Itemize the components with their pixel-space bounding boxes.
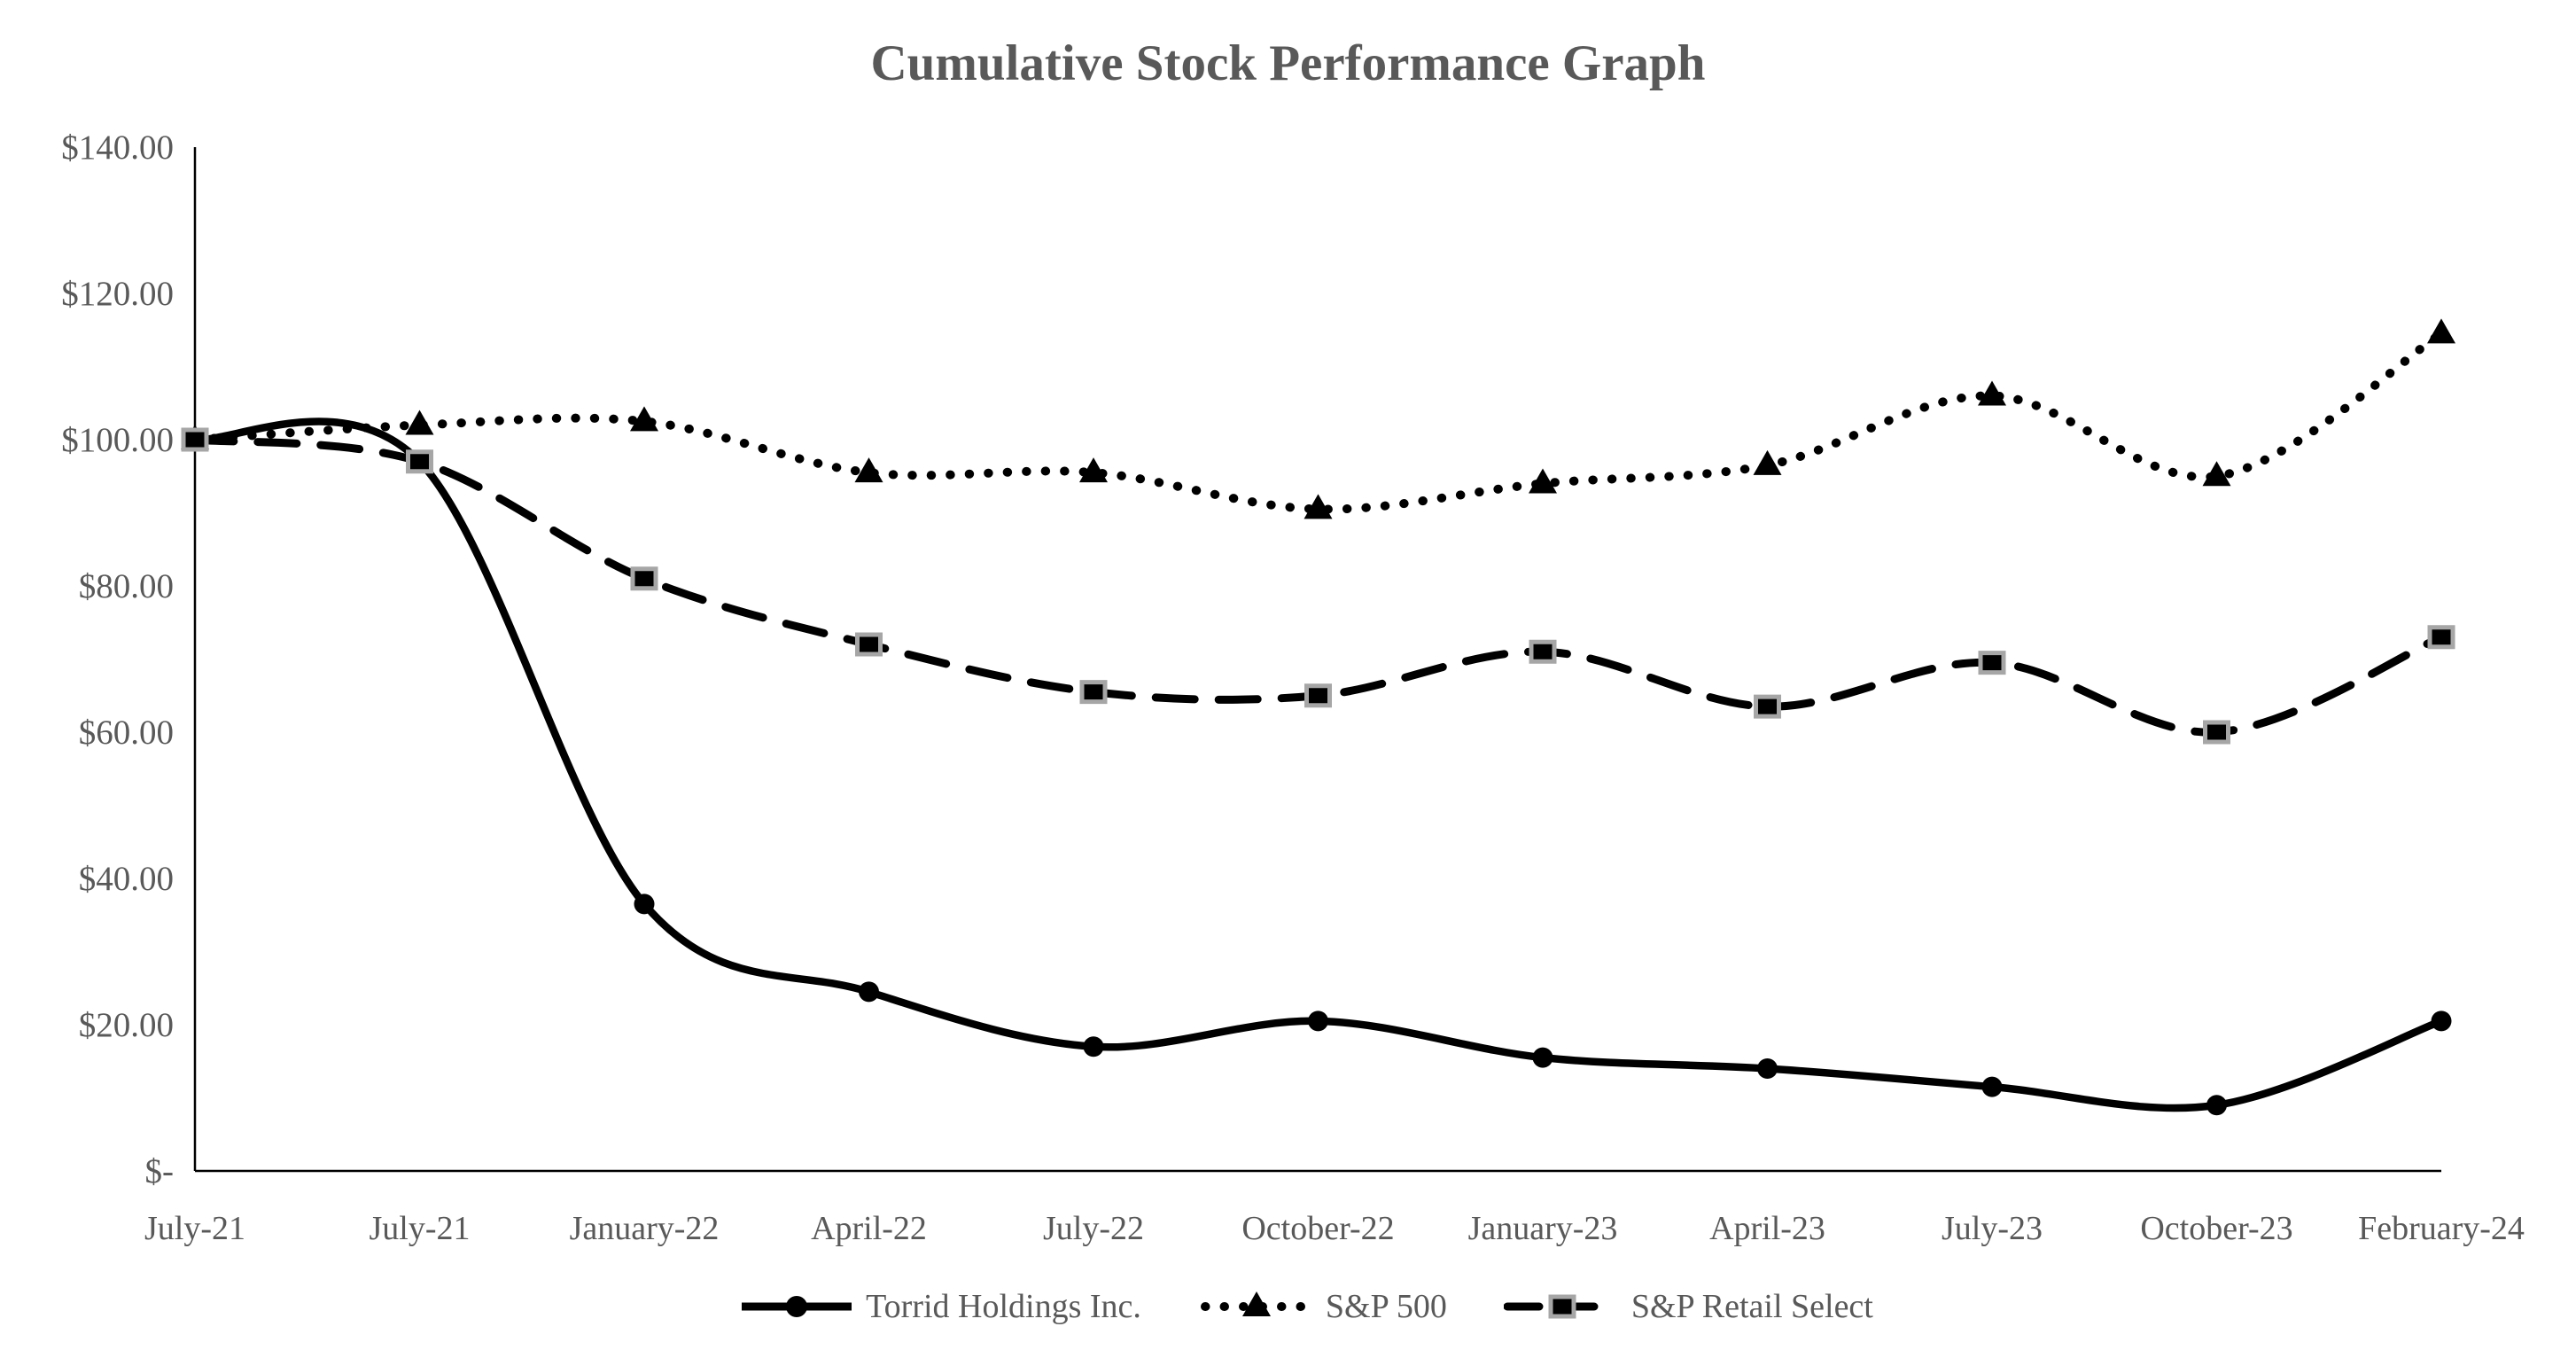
x-axis-label: July-23: [1942, 1210, 2043, 1247]
s-p-retail-select-marker: [855, 632, 883, 657]
s-p-retail-select-marker: [1304, 683, 1332, 708]
y-axis-label: $120.00: [61, 275, 174, 313]
x-axis-label: January-22: [570, 1210, 720, 1247]
s-p-500-marker: [854, 457, 883, 483]
y-axis-label: $100.00: [61, 421, 174, 459]
torrid-holdings-inc-marker: [1308, 1011, 1328, 1032]
x-axis-label: July-21: [370, 1210, 471, 1247]
s-p-500-marker: [630, 406, 658, 432]
s-p-500-marker: [1753, 449, 1782, 475]
dotted-line-triangle-marker-icon: [1200, 1291, 1312, 1316]
s-p-retail-select-marker: [2203, 720, 2230, 745]
s-p-retail-select-marker: [1529, 639, 1557, 664]
axes: [193, 147, 2441, 1173]
legend-item-torrid-holdings: Torrid Holdings Inc.: [738, 1287, 1141, 1326]
x-axis-label: April-23: [1709, 1210, 1825, 1247]
x-axis-label: July-22: [1043, 1210, 1144, 1247]
s-p-500-line: [191, 329, 2446, 514]
torrid-holdings-inc-marker: [2206, 1095, 2227, 1116]
chart-title: Cumulative Stock Performance Graph: [870, 35, 1706, 91]
s-p-retail-select-marker: [181, 427, 209, 452]
y-axis-tick-labels: $140.00 $120.00 $100.00 $80.00 $60.00 $40.00 $…: [61, 129, 174, 1190]
x-axis-tick-labels: July-21 July-21 January-22 April-22 July-22 O…: [144, 1210, 2525, 1247]
legend-label-torrid-holdings: Torrid Holdings Inc.: [866, 1288, 1141, 1325]
legend-item-sp500: S&P 500: [1198, 1287, 1447, 1326]
s-p-retail-select-marker: [2427, 625, 2455, 650]
solid-line-circle-marker-icon: [742, 1296, 852, 1317]
s-p-500-marker: [405, 410, 434, 435]
series-markers: [181, 318, 2455, 1116]
x-axis-label: February-24: [2358, 1210, 2525, 1247]
s-p-500-marker: [1529, 468, 1557, 494]
torrid-holdings-inc-marker: [1083, 1036, 1104, 1057]
x-axis-label: October-22: [1241, 1210, 1394, 1247]
y-axis-label: $-: [145, 1152, 175, 1190]
legend-label-sp-retail-select: S&P Retail Select: [1630, 1288, 1873, 1325]
y-axis-label: $60.00: [79, 714, 174, 752]
torrid-holdings-inc-marker: [1532, 1047, 1553, 1068]
s-p-retail-select-marker: [1079, 680, 1108, 705]
s-p-retail-select-marker: [1978, 651, 2006, 675]
series-lines: [191, 329, 2446, 1112]
s-p-500-marker: [2427, 318, 2455, 344]
s-p-500-marker: [1304, 494, 1333, 519]
torrid-holdings-inc-marker: [1981, 1076, 2003, 1097]
dashed-line-square-marker-icon: [1503, 1294, 1621, 1319]
s-p-retail-select-marker: [406, 449, 433, 474]
s-p-500-marker: [1978, 380, 2006, 406]
torrid-holdings-inc-marker: [1757, 1058, 1778, 1079]
chart-legend: Torrid Holdings Inc. S&P 500 S&P Retail …: [35, 1275, 2576, 1338]
x-axis-label: January-23: [1468, 1210, 1618, 1247]
torrid-holdings-inc-marker: [859, 981, 879, 1003]
y-axis-label: $80.00: [79, 567, 174, 605]
torrid-holdings-inc-line: [191, 417, 2446, 1112]
y-axis-label: $20.00: [79, 1006, 174, 1044]
legend-label-sp500: S&P 500: [1325, 1288, 1447, 1325]
y-axis-label: $140.00: [61, 129, 174, 167]
x-axis-label: April-22: [811, 1210, 927, 1247]
x-axis-label: October-23: [2140, 1210, 2292, 1247]
s-p-500-marker: [2202, 461, 2231, 487]
y-axis-label: $40.00: [79, 860, 174, 898]
s-p-500-marker: [1079, 457, 1108, 483]
legend-item-sp-retail-select: S&P Retail Select: [1503, 1287, 1873, 1326]
torrid-holdings-inc-marker: [634, 893, 655, 915]
s-p-retail-select-marker: [630, 566, 658, 591]
s-p-retail-select-marker: [1754, 694, 1781, 719]
torrid-holdings-inc-marker: [2431, 1011, 2452, 1032]
x-axis-label: July-21: [144, 1210, 245, 1247]
